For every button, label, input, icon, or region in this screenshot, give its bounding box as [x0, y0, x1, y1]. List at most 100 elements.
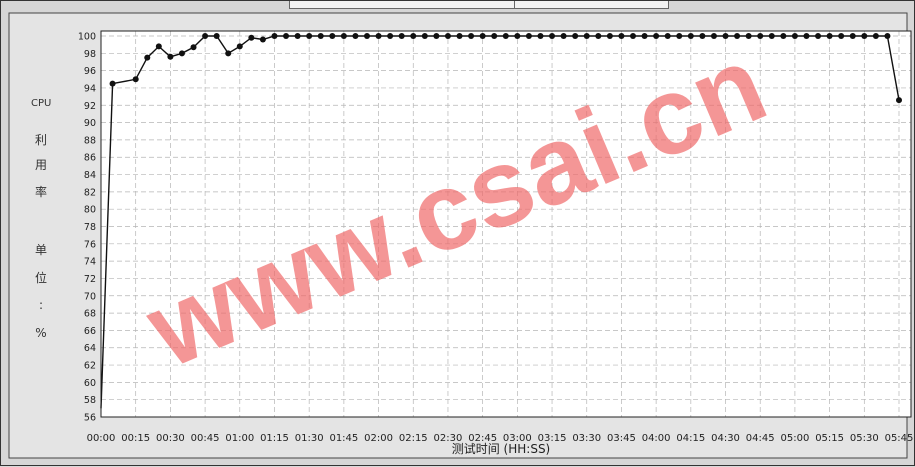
data-point — [317, 33, 324, 39]
data-point — [710, 33, 717, 39]
x-tick-label: 05:45 — [885, 433, 914, 444]
x-tick-label: 04:15 — [676, 433, 705, 444]
data-point — [780, 33, 787, 39]
x-tick-label: 02:30 — [434, 433, 463, 444]
y-tick-label: 64 — [84, 343, 96, 354]
data-point — [387, 33, 394, 39]
x-tick-label: 03:30 — [572, 433, 601, 444]
data-point — [444, 33, 451, 39]
data-point — [838, 33, 845, 39]
plot-area — [101, 31, 911, 417]
y-tick-label: 82 — [84, 187, 96, 198]
data-point — [896, 97, 902, 104]
y-tick-label: 98 — [84, 49, 96, 60]
data-point — [757, 33, 764, 39]
y-tick-label: 88 — [84, 135, 96, 146]
data-point — [722, 33, 729, 39]
y-tick-label: 58 — [84, 395, 96, 406]
y-tick-label: 56 — [84, 413, 96, 424]
y-tick-label: 100 — [78, 32, 96, 43]
x-tick-label: 00:45 — [191, 433, 220, 444]
y-axis-ticks: 56 58 60 62 64 66 68 70 72 74 76 78 80 82 84 86 88 90 92 94… — [78, 32, 96, 424]
data-point — [340, 33, 347, 39]
data-point — [606, 33, 613, 39]
data-point — [202, 33, 209, 39]
y-tick-label: 84 — [84, 170, 96, 181]
data-point — [768, 33, 775, 39]
data-point — [618, 33, 625, 39]
y-label-char: 利 — [34, 133, 47, 147]
data-point — [364, 33, 370, 39]
data-point — [283, 33, 290, 39]
data-point — [861, 33, 868, 39]
x-tick-label: 05:30 — [850, 433, 879, 444]
x-axis-ticks: 00:00 00:15 00:30 00:45 01:00 01:15 01:30 01:45… — [87, 433, 914, 444]
data-point — [572, 33, 579, 39]
series-cpu — [100, 33, 902, 409]
data-point — [560, 33, 567, 39]
y-tick-label: 90 — [84, 118, 96, 129]
x-tick-label: 01:30 — [295, 433, 324, 444]
data-point — [687, 33, 694, 39]
data-point — [456, 33, 463, 39]
data-point — [410, 33, 417, 39]
x-tick-label: 01:45 — [329, 433, 358, 444]
data-point — [791, 33, 798, 39]
data-point — [271, 33, 278, 39]
data-point — [826, 33, 833, 39]
x-tick-label: 01:00 — [225, 433, 254, 444]
y-tick-label: 68 — [84, 309, 96, 320]
y-tick-label: 92 — [84, 101, 96, 112]
y-label-char: 用 — [34, 158, 47, 172]
y-label-char: : — [38, 298, 44, 312]
data-point — [549, 33, 556, 39]
y-label-char: 单 — [34, 243, 47, 257]
x-tick-label: 05:00 — [780, 433, 809, 444]
data-point — [167, 53, 174, 60]
x-tick-label: 00:15 — [121, 433, 150, 444]
x-tick-label: 03:45 — [607, 433, 636, 444]
x-tick-label: 04:30 — [711, 433, 740, 444]
grid-lines — [100, 31, 911, 418]
data-point — [155, 43, 162, 50]
data-point — [630, 33, 636, 39]
data-point — [664, 33, 671, 39]
data-point — [815, 33, 822, 39]
data-point — [109, 80, 116, 87]
x-axis-label: 测试时间 (HH:SS) — [452, 441, 551, 456]
data-point — [884, 33, 891, 39]
x-tick-label: 02:15 — [399, 433, 428, 444]
data-point — [178, 50, 185, 57]
y-tick-label: 86 — [84, 153, 96, 164]
data-point — [433, 33, 440, 39]
data-point — [144, 54, 151, 61]
x-tick-label: 03:15 — [538, 433, 567, 444]
data-point — [641, 33, 648, 39]
data-point — [329, 33, 336, 39]
data-point — [745, 33, 752, 39]
y-label-char: 率 — [34, 185, 47, 199]
data-point — [537, 33, 544, 39]
data-point — [421, 33, 428, 39]
y-label-char: % — [35, 326, 47, 340]
x-tick-label: 04:45 — [746, 433, 775, 444]
y-tick-label: 60 — [84, 378, 96, 389]
x-tick-label: 00:00 — [87, 433, 116, 444]
x-tick-label: 05:15 — [815, 433, 844, 444]
data-point — [375, 33, 382, 39]
y-label-char: CPU — [31, 98, 52, 109]
data-point — [872, 33, 879, 39]
data-point — [803, 33, 810, 39]
x-tick-label: 00:30 — [156, 433, 185, 444]
x-tick-label: 03:00 — [503, 433, 532, 444]
x-tick-label: 02:45 — [468, 433, 497, 444]
y-tick-label: 70 — [84, 291, 96, 302]
y-tick-label: 76 — [84, 239, 96, 250]
data-point — [248, 34, 255, 41]
data-point — [699, 33, 706, 39]
data-point — [595, 33, 602, 39]
data-point — [306, 33, 313, 39]
data-point — [849, 33, 856, 39]
